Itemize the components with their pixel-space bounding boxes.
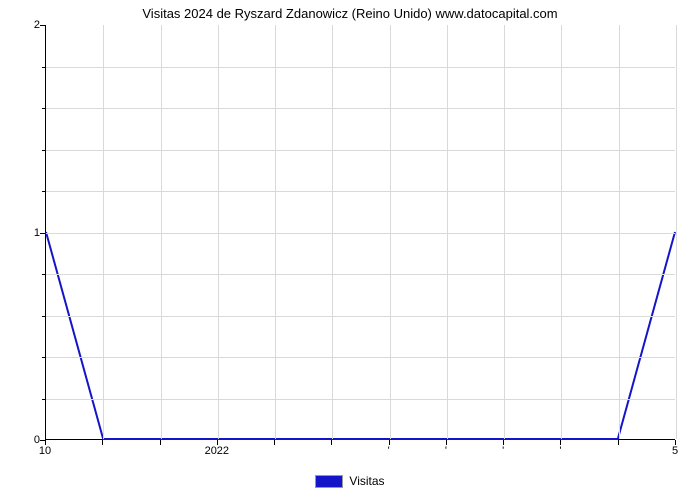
gridline-horizontal xyxy=(46,233,675,234)
x-tick-mark xyxy=(160,440,161,445)
legend-swatch xyxy=(315,475,343,488)
y-tick-mark-minor xyxy=(42,150,45,151)
legend: Visitas xyxy=(0,474,700,488)
gridline-horizontal-minor xyxy=(46,316,675,317)
x-axis-label: 5 xyxy=(672,445,678,457)
y-axis-label: 1 xyxy=(10,227,40,239)
gridline-horizontal-minor xyxy=(46,399,675,400)
gridline-horizontal-minor xyxy=(46,191,675,192)
y-tick-mark-minor xyxy=(42,191,45,192)
y-axis-label: 2 xyxy=(10,19,40,31)
gridline-horizontal-minor xyxy=(46,357,675,358)
chart-container: Visitas 2024 de Ryszard Zdanowicz (Reino… xyxy=(0,0,700,500)
x-tick-mark xyxy=(331,440,332,445)
x-axis-label: 2022 xyxy=(205,445,229,457)
gridline-horizontal-minor xyxy=(46,150,675,151)
y-tick-mark-minor xyxy=(42,67,45,68)
x-axis-label: ' xyxy=(445,445,447,457)
gridline-horizontal-minor xyxy=(46,67,675,68)
y-axis-label: 0 xyxy=(10,434,40,446)
gridline-vertical xyxy=(676,25,677,439)
x-tick-mark xyxy=(274,440,275,445)
y-tick-mark xyxy=(40,233,45,234)
legend-label: Visitas xyxy=(349,474,384,488)
y-tick-mark-minor xyxy=(42,357,45,358)
x-tick-mark xyxy=(102,440,103,445)
gridline-horizontal-minor xyxy=(46,274,675,275)
plot-area xyxy=(45,25,675,440)
y-tick-mark-minor xyxy=(42,399,45,400)
chart-title: Visitas 2024 de Ryszard Zdanowicz (Reino… xyxy=(0,6,700,21)
x-axis-label: ' xyxy=(559,445,561,457)
x-axis-label: 10 xyxy=(39,445,51,457)
y-tick-mark-minor xyxy=(42,274,45,275)
gridline-horizontal-minor xyxy=(46,108,675,109)
x-tick-mark xyxy=(618,440,619,445)
x-axis-label: ' xyxy=(502,445,504,457)
y-tick-mark-minor xyxy=(42,108,45,109)
x-axis-label: ' xyxy=(388,445,390,457)
y-tick-mark xyxy=(40,25,45,26)
y-tick-mark-minor xyxy=(42,316,45,317)
